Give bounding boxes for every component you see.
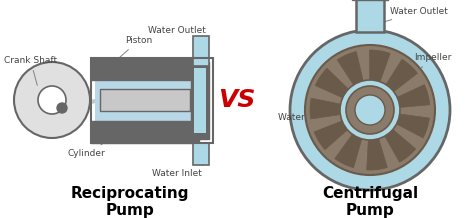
Bar — [191, 62, 209, 139]
Circle shape — [305, 45, 435, 175]
Bar — [91, 121, 199, 143]
Wedge shape — [367, 139, 387, 170]
Bar — [91, 58, 199, 80]
Text: Water Outlet: Water Outlet — [373, 7, 448, 25]
Bar — [91, 58, 213, 143]
Wedge shape — [335, 134, 362, 168]
Text: Crank Shaft: Crank Shaft — [4, 56, 57, 85]
Circle shape — [14, 62, 90, 138]
Text: Water Inlet: Water Inlet — [278, 108, 328, 122]
Circle shape — [290, 30, 450, 190]
Text: Water Inlet: Water Inlet — [152, 164, 206, 178]
Wedge shape — [385, 129, 416, 162]
Text: Piston: Piston — [112, 36, 152, 64]
Wedge shape — [386, 59, 418, 92]
Wedge shape — [315, 68, 348, 98]
Circle shape — [38, 86, 66, 114]
Wedge shape — [397, 114, 429, 138]
Text: Reciprocating
Pump: Reciprocating Pump — [71, 186, 189, 218]
Circle shape — [346, 86, 394, 134]
Bar — [100, 89, 190, 111]
Text: VS: VS — [219, 88, 255, 112]
Circle shape — [57, 103, 67, 113]
Wedge shape — [370, 50, 390, 82]
Text: Water Outlet: Water Outlet — [148, 26, 207, 47]
Circle shape — [340, 80, 400, 140]
Text: Cylinder: Cylinder — [68, 138, 113, 158]
Wedge shape — [310, 98, 341, 119]
Bar — [356, 0, 384, 32]
Bar — [194, 68, 206, 133]
Circle shape — [355, 95, 385, 125]
Bar — [95, 80, 195, 121]
Bar — [193, 36, 209, 66]
Text: Centrifugal
Pump: Centrifugal Pump — [322, 186, 418, 218]
Wedge shape — [314, 121, 347, 150]
Bar — [193, 143, 209, 165]
Text: Impeller: Impeller — [410, 53, 451, 78]
Wedge shape — [337, 52, 363, 85]
Wedge shape — [397, 85, 430, 107]
